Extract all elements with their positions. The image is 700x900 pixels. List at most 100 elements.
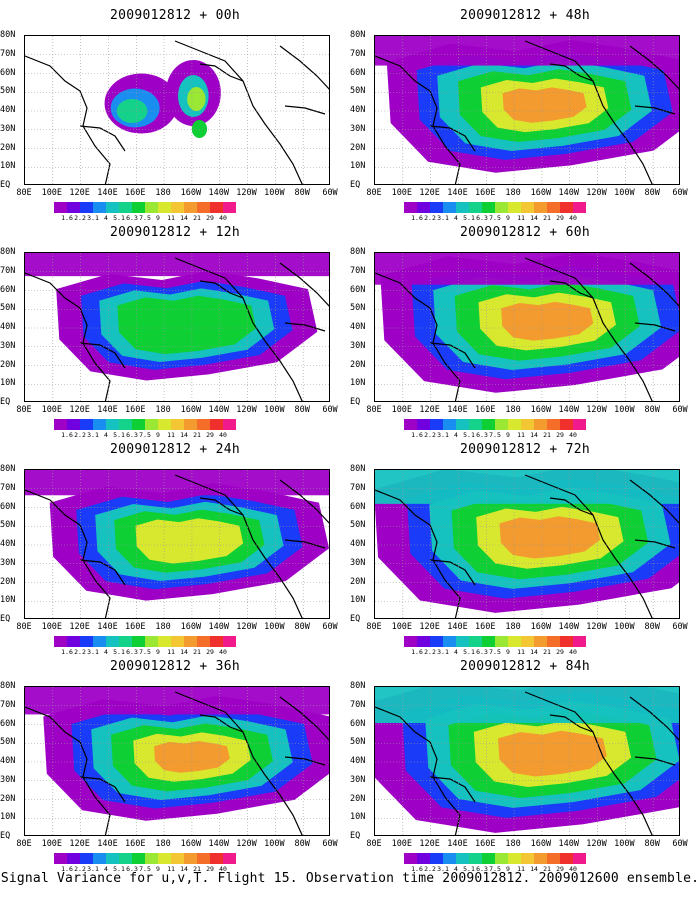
- colorbar-swatch: [456, 636, 469, 647]
- colorbar-swatch: [210, 419, 223, 430]
- panel-title: 2009012812 + 00h: [109, 8, 241, 23]
- colorbar-swatch: [145, 419, 158, 430]
- lon-tick-label: 100E: [391, 839, 413, 849]
- colorbar-label: 5.1: [113, 431, 125, 439]
- colorbar-label: 6.3: [476, 865, 488, 873]
- variance-field: [25, 253, 329, 381]
- coastline: [199, 714, 244, 733]
- lat-tick-label: EQ: [350, 831, 361, 841]
- colorbar-swatch: [482, 202, 495, 213]
- panel-title: 2009012812 + 24h: [109, 442, 241, 457]
- colorbar-swatch: [184, 202, 197, 213]
- colorbar-label: 14: [530, 648, 538, 656]
- colorbar: [54, 419, 236, 430]
- colorbar-swatch: [171, 419, 184, 430]
- coastline: [284, 105, 326, 115]
- colorbar-swatch: [508, 202, 521, 213]
- lon-tick-label: 120E: [69, 405, 90, 415]
- lat-tick-label: 40N: [0, 539, 16, 549]
- variance-contour: [116, 99, 148, 123]
- colorbar-label: 5.1: [113, 865, 125, 873]
- colorbar-label: 11: [517, 648, 525, 656]
- colorbar-swatch: [184, 853, 197, 864]
- colorbar-label: 5.1: [113, 648, 125, 656]
- colorbar-label: 21: [543, 865, 551, 873]
- colorbar-swatch: [443, 853, 456, 864]
- colorbar-swatch: [67, 419, 80, 430]
- lon-tick-label: 160W: [180, 622, 202, 632]
- lat-tick-label: 10N: [350, 595, 366, 606]
- colorbar-label: 2.2: [424, 648, 436, 656]
- colorbar-label: 11: [167, 431, 175, 439]
- colorbar-label: 40: [569, 865, 577, 873]
- colorbar-label: 29: [556, 214, 564, 222]
- colorbar-swatch: [67, 202, 80, 213]
- coastline: [199, 280, 244, 299]
- lat-tick-label: 40N: [350, 322, 366, 332]
- colorbar-label: 9: [506, 214, 510, 222]
- coastline: [524, 257, 653, 401]
- lon-tick-label: 120W: [586, 839, 607, 849]
- lon-tick-label: 160E: [475, 405, 496, 415]
- colorbar-label: 40: [569, 648, 577, 656]
- colorbar-swatch: [469, 202, 482, 213]
- colorbar-label: 40: [219, 431, 227, 439]
- colorbar-swatch: [93, 636, 106, 647]
- colorbar-label: 6.3: [126, 648, 138, 656]
- colorbar-swatch: [132, 202, 145, 213]
- colorbar-swatch: [456, 202, 469, 213]
- colorbar-swatch: [158, 202, 171, 213]
- lat-tick-label: 80N: [0, 681, 16, 691]
- lat-tick-label: EQ: [0, 831, 11, 841]
- coastline: [629, 45, 679, 90]
- lat-tick-label: 60N: [350, 67, 366, 78]
- colorbar-swatch: [80, 636, 93, 647]
- lat-tick-label: 70N: [0, 482, 16, 493]
- coastline: [25, 272, 111, 401]
- colorbar-swatch: [197, 636, 210, 647]
- colorbar-swatch: [54, 419, 67, 430]
- variance-field: [375, 253, 679, 393]
- lon-tick-label: 80W: [644, 405, 660, 415]
- colorbar-label: 40: [569, 214, 577, 222]
- lat-tick-label: 30N: [0, 340, 16, 351]
- lon-tick-label: 120E: [419, 622, 440, 632]
- colorbar-label: 2.2: [74, 865, 86, 873]
- colorbar-label: 7.5: [139, 865, 151, 873]
- colorbar-label: 1.6: [61, 214, 73, 222]
- colorbar-label: 2.2: [74, 431, 86, 439]
- colorbar-label: 14: [180, 648, 188, 656]
- colorbar-swatch: [93, 202, 106, 213]
- colorbar-swatch: [456, 853, 469, 864]
- colorbar-swatch: [54, 636, 67, 647]
- map-panel: 2009012812 + 12h 80N 70N 60N 50N 40N 30N 20N 10N…: [0, 225, 350, 439]
- colorbar-label: 4: [454, 214, 458, 222]
- variance-band: [375, 470, 679, 504]
- lon-tick-label: 60W: [672, 405, 688, 415]
- colorbar-swatch: [495, 636, 508, 647]
- variance-field: [25, 687, 329, 821]
- coastline: [375, 706, 461, 835]
- coastline: [174, 691, 303, 835]
- colorbar-swatch: [430, 853, 443, 864]
- lon-tick-label: 60W: [322, 839, 338, 849]
- coastline: [284, 322, 326, 332]
- colorbar-swatch: [521, 419, 534, 430]
- colorbar-swatch: [573, 636, 586, 647]
- colorbar-swatch: [443, 636, 456, 647]
- lat-tick-label: 10N: [350, 378, 366, 389]
- map-panel: 2009012812 + 00h 80N 70N 60N 50N 40N 30N 20N 10N…: [0, 8, 350, 222]
- colorbar-swatch: [560, 202, 573, 213]
- variance-field: [375, 687, 679, 833]
- colorbar-label: 21: [193, 648, 201, 656]
- lat-tick-label: 60N: [0, 718, 16, 729]
- colorbar-swatch: [417, 636, 430, 647]
- lat-tick-label: 20N: [350, 359, 366, 370]
- colorbar-label: 4: [104, 648, 108, 656]
- lon-tick-label: 100W: [264, 405, 285, 415]
- lon-tick-label: 100W: [614, 188, 635, 198]
- lon-tick-label: 140E: [447, 839, 468, 849]
- colorbar-swatch: [210, 202, 223, 213]
- lat-tick-label: 30N: [350, 340, 366, 351]
- variance-field: [25, 470, 329, 601]
